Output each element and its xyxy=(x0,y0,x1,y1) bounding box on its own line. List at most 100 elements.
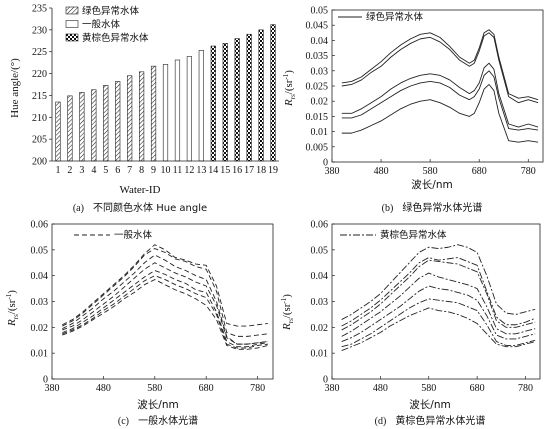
panel-c-y-tick-label-0.02: 0.02 xyxy=(31,323,49,334)
panel-d-caption-text: 黄棕色异常水体光谱 xyxy=(395,414,485,427)
panel-a-x-tick-label-8: 8 xyxy=(139,165,144,176)
panel-d-series xyxy=(341,244,536,351)
panel-b-ylabel-exp: -1 xyxy=(282,73,290,79)
panel-b-y-tick-label-0.045: 0.045 xyxy=(306,21,329,32)
panel-c-series-line-7 xyxy=(62,279,268,350)
panel-d-series-line-5 xyxy=(341,285,536,342)
panel-a-x-tick-label-2: 2 xyxy=(67,165,72,176)
panel-c-x-tick-label-780: 780 xyxy=(250,383,265,394)
panel-a-y-tick-label-205: 205 xyxy=(32,135,47,146)
panel-a-y-axis-title: Hue angle/(°) xyxy=(9,58,21,118)
panel-a-legend-swatch-green xyxy=(65,6,79,15)
panel-c-y-tick-label-0.06: 0.06 xyxy=(31,220,49,231)
panel-d-x-tick-label-480: 480 xyxy=(373,383,388,394)
panel-a-bar-1 xyxy=(55,101,61,162)
panel-c-series xyxy=(62,244,268,350)
panel-d-plot-frame xyxy=(331,223,541,380)
panel-a-x-tick-label-15: 15 xyxy=(220,165,230,176)
panel-c-series-line-1 xyxy=(62,244,268,327)
panel-c-legend: 一般水体 xyxy=(74,229,153,241)
panel-a-bar-5 xyxy=(103,85,109,162)
panel-d-y-tick-label-0.04: 0.04 xyxy=(311,271,329,282)
panel-a-legend-label-normal: 一般水体 xyxy=(82,19,121,31)
panel-b-ylabel-main: R xyxy=(283,99,295,107)
panel-b-ylabel-sub: rs xyxy=(289,94,297,99)
panel-c-ylabel-end: ) xyxy=(6,290,18,294)
panel-a-y-tick-label-210: 210 xyxy=(32,113,47,124)
panel-d-y-tick-label-0.05: 0.05 xyxy=(311,245,329,256)
panel-b-y-tick-label-0.015: 0.015 xyxy=(306,112,329,123)
panel-b-caption-text: 绿色异常水体光谱 xyxy=(402,201,482,214)
panel-a-x-tick-label-6: 6 xyxy=(115,165,120,176)
panel-c-series-line-6 xyxy=(62,275,268,349)
panel-b-y-axis-title: Rrs/(sr-1) xyxy=(282,70,297,107)
panel-b-series xyxy=(341,29,539,143)
panel-b-y-tick-label-0.05: 0.05 xyxy=(311,6,329,17)
panel-b-y-tick-label-0.035: 0.035 xyxy=(306,51,329,62)
panel-a-hue-angle-bar-chart: 1 2 3 4 5 6 7 8 9 10 11 12 13 14 15 16 17 18 1920020521021… xyxy=(9,4,279,215)
panel-d-series-line-1 xyxy=(341,244,536,320)
panel-b-x-tick-label-380: 380 xyxy=(325,166,340,177)
panel-d-y-axis-title: Rrs/(sr-1) xyxy=(280,294,295,331)
panel-c-series-line-2 xyxy=(62,248,268,337)
panel-a-x-tick-label-3: 3 xyxy=(79,165,84,176)
panel-d-ylabel-unit: /(sr xyxy=(281,303,293,318)
panel-d-brown-spectra-chart: 380 480 580 680 780 0 0.01 0.02 0.03 0.04 0.05 0.06… xyxy=(280,220,541,428)
panel-b-series-line-2 xyxy=(341,32,539,104)
panel-a-y-tick-label-215: 215 xyxy=(32,91,47,102)
panel-d-caption: (d) 黄棕色异常水体光谱 xyxy=(375,409,486,428)
panel-c-caption-text: 一般水体光谱 xyxy=(138,414,198,427)
panel-a-bar-3 xyxy=(79,92,85,162)
panel-c-ylabel-exp: -1 xyxy=(5,293,13,299)
panel-a-x-axis-title: Water-ID xyxy=(119,184,160,196)
panel-c-y-tick-label-0.01: 0.01 xyxy=(31,349,49,360)
panel-d-y-tick-label-0: 0 xyxy=(323,375,328,386)
panel-d-series-line-7 xyxy=(341,307,536,351)
panel-c-x-tick-label-580: 580 xyxy=(147,383,162,394)
panel-a-bar-14 xyxy=(210,45,216,162)
panel-a-bar-15 xyxy=(222,43,228,162)
panel-a-bar-17 xyxy=(246,33,252,162)
panel-d-ylabel-end: ) xyxy=(281,294,293,298)
panel-a-bar-9 xyxy=(150,65,157,162)
panel-a-bar-7 xyxy=(127,75,133,162)
panel-a-x-tick-label-16: 16 xyxy=(232,165,242,176)
panel-b-legend: 绿色异常水体 xyxy=(338,11,424,23)
panel-a-caption: (a) 不同颜色水体 Hue angle xyxy=(73,196,207,215)
panel-a-x-tick-label-4: 4 xyxy=(91,165,96,176)
panel-b-x-tick-label-680: 680 xyxy=(472,166,487,177)
panel-a-y-tick-label-230: 230 xyxy=(32,25,47,36)
panel-b-y-tick-label-0.03: 0.03 xyxy=(311,66,329,77)
panel-a-legend-label-green: 绿色异常水体 xyxy=(82,5,140,17)
panel-b-axes: 380 480 580 680 780 0 0.005 0.01 0.015 0.02 0.025 0… xyxy=(306,6,544,177)
panel-b-y-tick-label-0.025: 0.025 xyxy=(306,82,329,93)
panel-d-series-line-4 xyxy=(341,272,536,337)
panel-b-green-spectra-chart: 380 480 580 680 780 0 0.005 0.01 0.015 0.02 0.025 0… xyxy=(282,6,544,215)
panel-a-axes: 1 2 3 4 5 6 7 8 9 10 11 12 13 14 15 16 17 18 1920020521021… xyxy=(32,4,279,176)
panel-b-caption: (b) 绿色异常水体光谱 xyxy=(382,196,483,215)
panel-b-y-tick-label-0.02: 0.02 xyxy=(311,97,329,108)
panel-a-x-tick-label-19: 19 xyxy=(268,165,278,176)
panel-a-x-tick-label-9: 9 xyxy=(151,165,156,176)
panel-d-legend: 黄棕色异常水体 xyxy=(340,229,447,241)
panel-a-bar-18 xyxy=(258,29,264,162)
panel-b-ylabel-end: ) xyxy=(283,70,295,74)
panel-c-y-tick-label-0.05: 0.05 xyxy=(31,245,49,256)
panel-b-legend-label: 绿色异常水体 xyxy=(366,11,424,23)
panel-a-bars xyxy=(55,24,276,162)
panel-d-ylabel-main: R xyxy=(281,323,293,331)
panel-d-ylabel-exp: -1 xyxy=(280,297,288,303)
panel-d-series-line-2 xyxy=(341,257,536,327)
panel-d-series-line-6 xyxy=(341,298,536,348)
panel-c-x-tick-label-480: 480 xyxy=(96,383,111,394)
panel-d-series-line-3 xyxy=(341,259,536,331)
panel-a-bar-13 xyxy=(198,50,204,162)
panel-c-y-tick-label-0.04: 0.04 xyxy=(31,271,49,282)
panel-a-x-tick-label-12: 12 xyxy=(184,165,194,176)
panel-d-y-tick-label-0.02: 0.02 xyxy=(311,323,329,334)
panel-c-y-tick-label-0: 0 xyxy=(43,375,48,386)
panel-a-legend-swatch-normal xyxy=(65,20,79,28)
panel-b-ylabel-unit: /(sr xyxy=(283,79,295,94)
panel-a-x-tick-label-11: 11 xyxy=(173,165,183,176)
